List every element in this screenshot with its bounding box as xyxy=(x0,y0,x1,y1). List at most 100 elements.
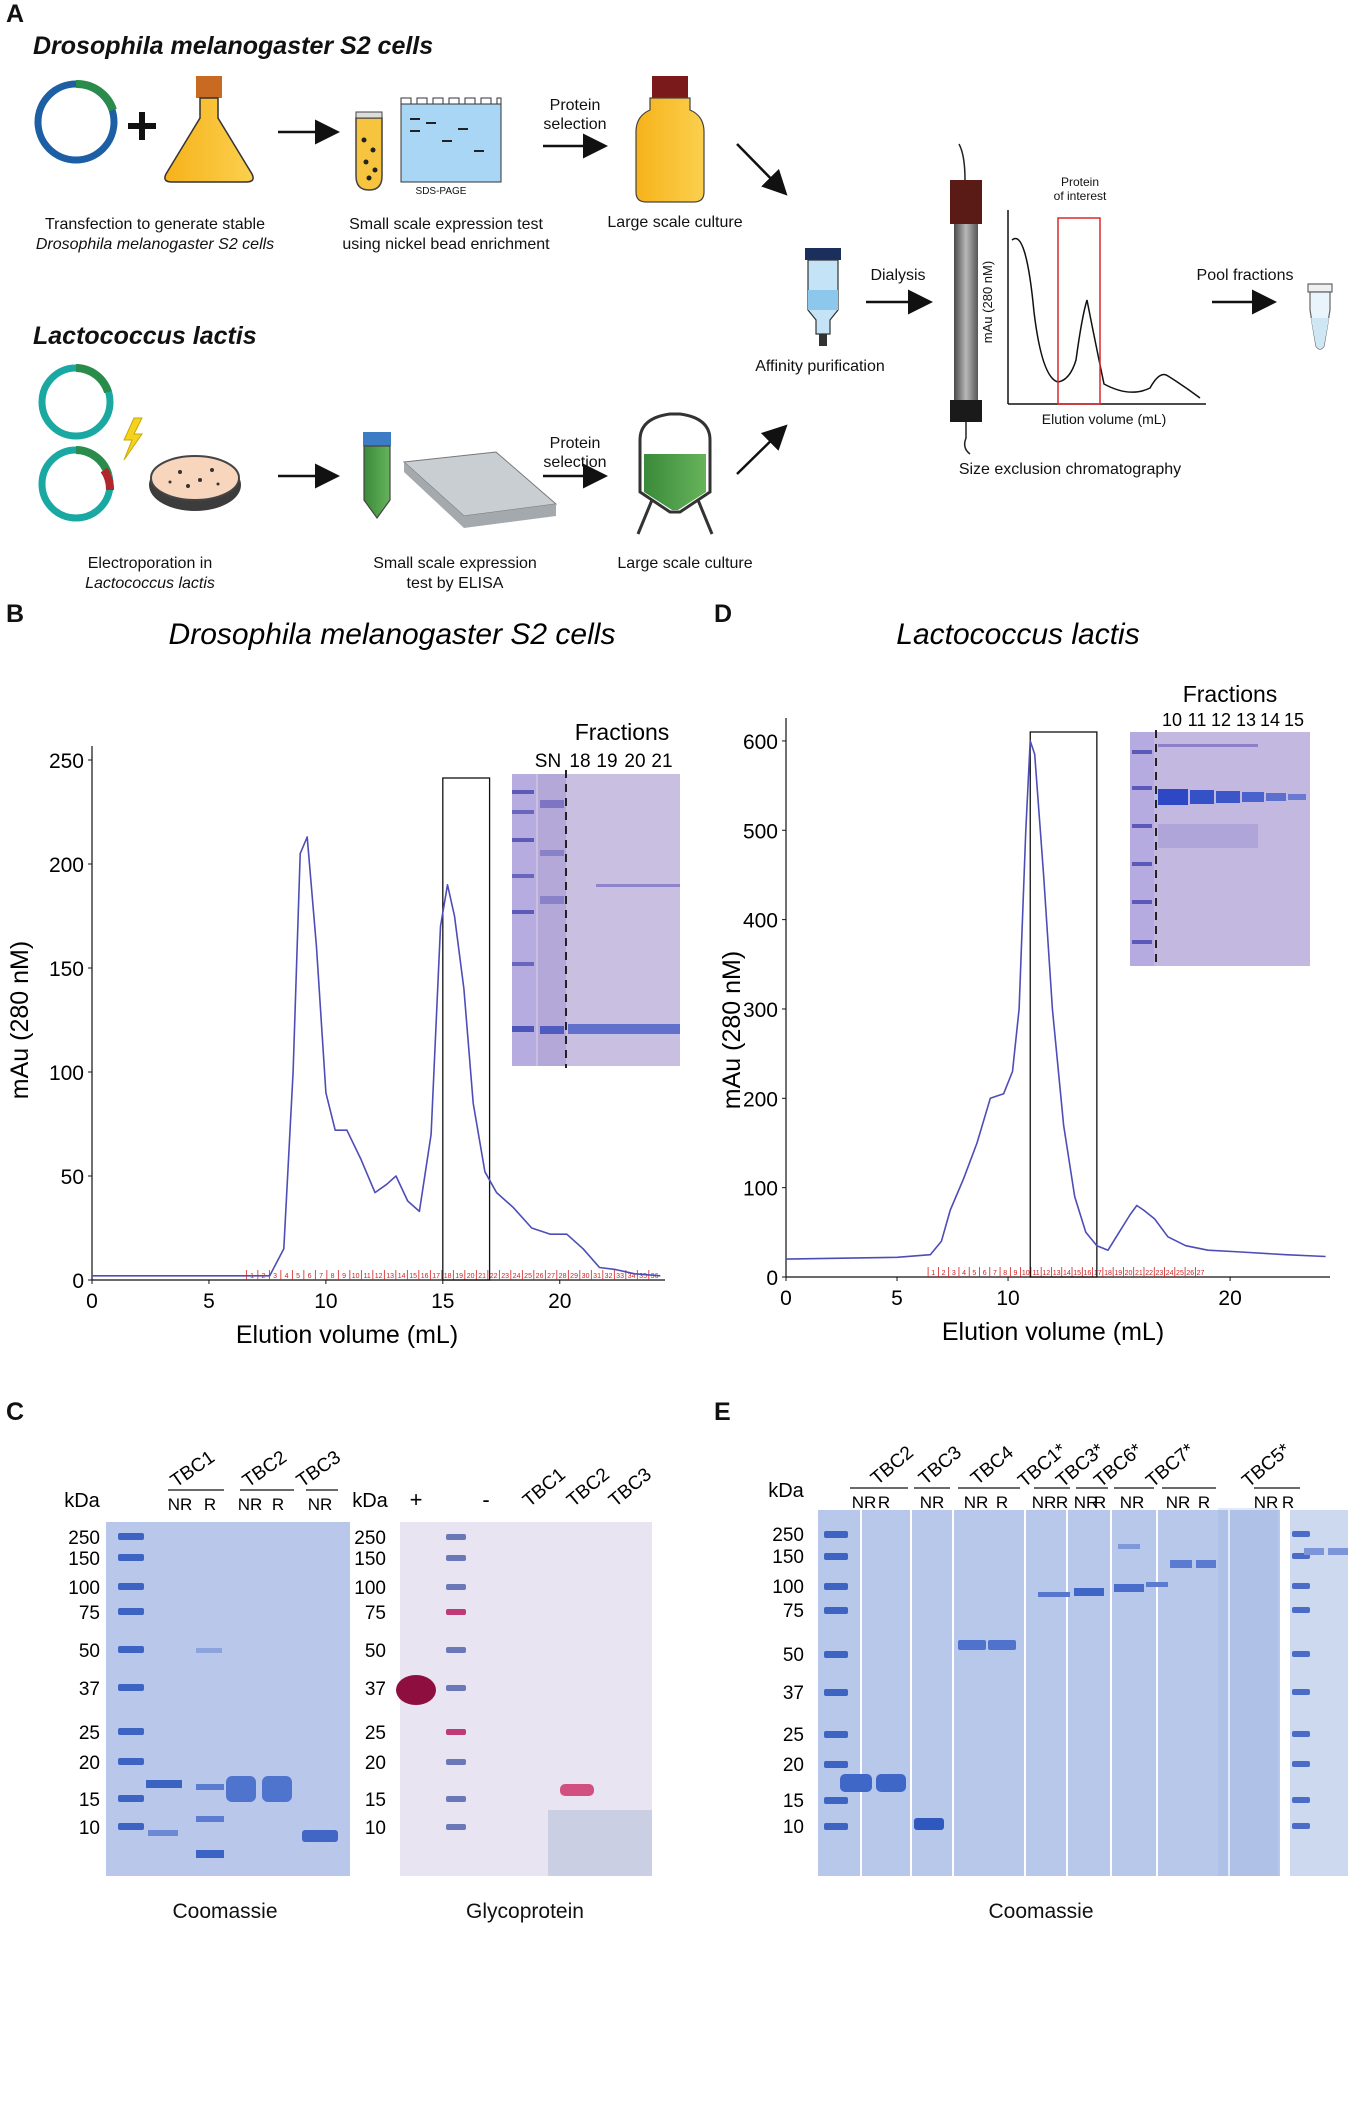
mw-marker-label: 50 xyxy=(783,1645,804,1666)
sds-page-label: SDS-PAGE xyxy=(416,186,467,197)
fraction-label: 8 xyxy=(331,1273,335,1280)
x-tick-label: 0 xyxy=(780,1287,792,1310)
fraction-label: 12 xyxy=(1042,1270,1050,1277)
fraction-label: 4 xyxy=(285,1273,289,1280)
fraction-label: 21 xyxy=(1135,1270,1143,1277)
step2-caption-line2: using nickel bead enrichment xyxy=(342,236,550,253)
fraction-label: 30 xyxy=(582,1273,590,1280)
ladder-band xyxy=(446,1796,466,1802)
chart-d-inset-gel xyxy=(1130,730,1310,968)
lane-label: NR xyxy=(852,1493,877,1512)
sample-group-label: TBC3 xyxy=(293,1447,345,1492)
ladder-band xyxy=(1292,1797,1310,1803)
gel-divider xyxy=(910,1510,912,1876)
gel-band xyxy=(196,1648,222,1653)
mw-marker-label: 15 xyxy=(783,1791,804,1812)
gel-band xyxy=(1170,1560,1192,1568)
mw-marker-label: 25 xyxy=(783,1725,804,1746)
fraction-label: 11 xyxy=(363,1273,370,1280)
ladder-band xyxy=(118,1823,144,1830)
fraction-label: 3 xyxy=(273,1273,277,1280)
ladder-band xyxy=(446,1729,466,1735)
ladder-band xyxy=(824,1607,848,1614)
y-tick-label: 200 xyxy=(49,854,84,877)
lightning-icon xyxy=(123,417,143,461)
gel-band xyxy=(1304,1548,1324,1555)
ladder-band xyxy=(824,1651,848,1658)
ladder-band xyxy=(1292,1651,1310,1657)
coomassie-gel xyxy=(106,1522,350,1876)
ladder-band xyxy=(118,1583,144,1590)
gel-divider xyxy=(1024,1510,1026,1876)
chart-b-xlabel: Elution volume (mL) xyxy=(236,1321,458,1349)
inset-lane-label: 15 xyxy=(1284,710,1304,730)
workflow-illustration: SDS-PAGE mAu (280 nM) Elution volume (mL… xyxy=(34,76,1333,535)
sec-inset-box-label-1: Protein xyxy=(1061,175,1099,189)
y-tick-label: 0 xyxy=(766,1267,778,1290)
mw-marker-label: 100 xyxy=(68,1578,100,1599)
y-tick-label: 600 xyxy=(743,731,778,754)
fraction-label: 24 xyxy=(1166,1270,1174,1277)
mw-marker-label: 250 xyxy=(68,1528,100,1549)
fraction-label: 6 xyxy=(308,1273,312,1280)
flask-icon xyxy=(164,76,254,183)
mw-marker-label: 15 xyxy=(365,1790,386,1811)
fraction-label: 14 xyxy=(1063,1270,1071,1277)
lane-label: R xyxy=(272,1495,284,1514)
lane-label: NR xyxy=(1166,1493,1191,1512)
c-plus: + xyxy=(410,1487,423,1512)
mw-marker-label: 75 xyxy=(365,1603,386,1624)
gel-band xyxy=(560,1784,594,1796)
x-tick-label: 10 xyxy=(314,1290,337,1313)
x-tick-label: 20 xyxy=(548,1290,571,1313)
fraction-label: 17 xyxy=(1094,1270,1102,1277)
lacto-arrow-label-line2: selection xyxy=(543,454,607,471)
e-caption: Coomassie xyxy=(988,1900,1094,1923)
chart-d-inset-title: Fractions xyxy=(1183,681,1278,707)
lactococcus-title: Lactococcus lactis xyxy=(33,322,257,350)
pool-label: Pool fractions xyxy=(1196,267,1294,284)
ladder-band xyxy=(446,1685,466,1691)
y-tick-label: 200 xyxy=(743,1088,778,1111)
mw-marker-label: 25 xyxy=(365,1723,386,1744)
mw-marker-label: 37 xyxy=(79,1679,100,1700)
sec-inset-ylabel: mAu (280 nM) xyxy=(980,261,995,343)
fraction-label: 25 xyxy=(1176,1270,1184,1277)
ladder-band xyxy=(1292,1607,1310,1613)
ladder-band xyxy=(1292,1583,1310,1589)
fraction-label: 9 xyxy=(1014,1270,1018,1277)
series-line xyxy=(92,836,661,1277)
inset-lane-label: 14 xyxy=(1260,710,1280,730)
tube-icon xyxy=(363,432,391,520)
fraction-label: 9 xyxy=(342,1273,346,1280)
gel-band xyxy=(396,1675,436,1705)
fraction-label: 26 xyxy=(536,1273,544,1280)
gel-band xyxy=(914,1818,944,1830)
inset-lane-label: 19 xyxy=(596,751,617,772)
ladder-band xyxy=(824,1689,848,1696)
fraction-label: 21 xyxy=(478,1273,486,1280)
y-tick-label: 150 xyxy=(49,958,84,981)
gel-band xyxy=(148,1830,178,1836)
panel-letter-b: B xyxy=(6,600,25,628)
chart-d-ylabel: mAu (280 nM) xyxy=(718,951,746,1109)
fraction-label: 18 xyxy=(1104,1270,1112,1277)
mw-marker-label: 20 xyxy=(365,1753,386,1774)
fraction-label: 10 xyxy=(352,1273,360,1280)
fraction-label: 2 xyxy=(942,1270,946,1277)
x-tick-label: 10 xyxy=(996,1287,1019,1310)
lane-label: NR xyxy=(168,1495,193,1514)
fraction-label: 7 xyxy=(319,1273,323,1280)
gel-band xyxy=(1114,1584,1144,1592)
chart-b-ylabel: mAu (280 nM) xyxy=(6,941,34,1099)
fraction-label: 24 xyxy=(513,1273,521,1280)
ladder-band xyxy=(1292,1531,1310,1537)
mw-marker-label: 50 xyxy=(365,1641,386,1662)
chart-d: Lactococcus lactis 0 100 200 300 400 500 600 0 5… xyxy=(718,618,1330,1346)
ladder-band xyxy=(118,1646,144,1653)
fraction-label: 28 xyxy=(559,1273,567,1280)
y-tick-label: 500 xyxy=(743,820,778,843)
ladder-band xyxy=(446,1759,466,1765)
mw-marker-label: 100 xyxy=(354,1578,386,1599)
inset-lane-label: SN xyxy=(535,751,561,772)
